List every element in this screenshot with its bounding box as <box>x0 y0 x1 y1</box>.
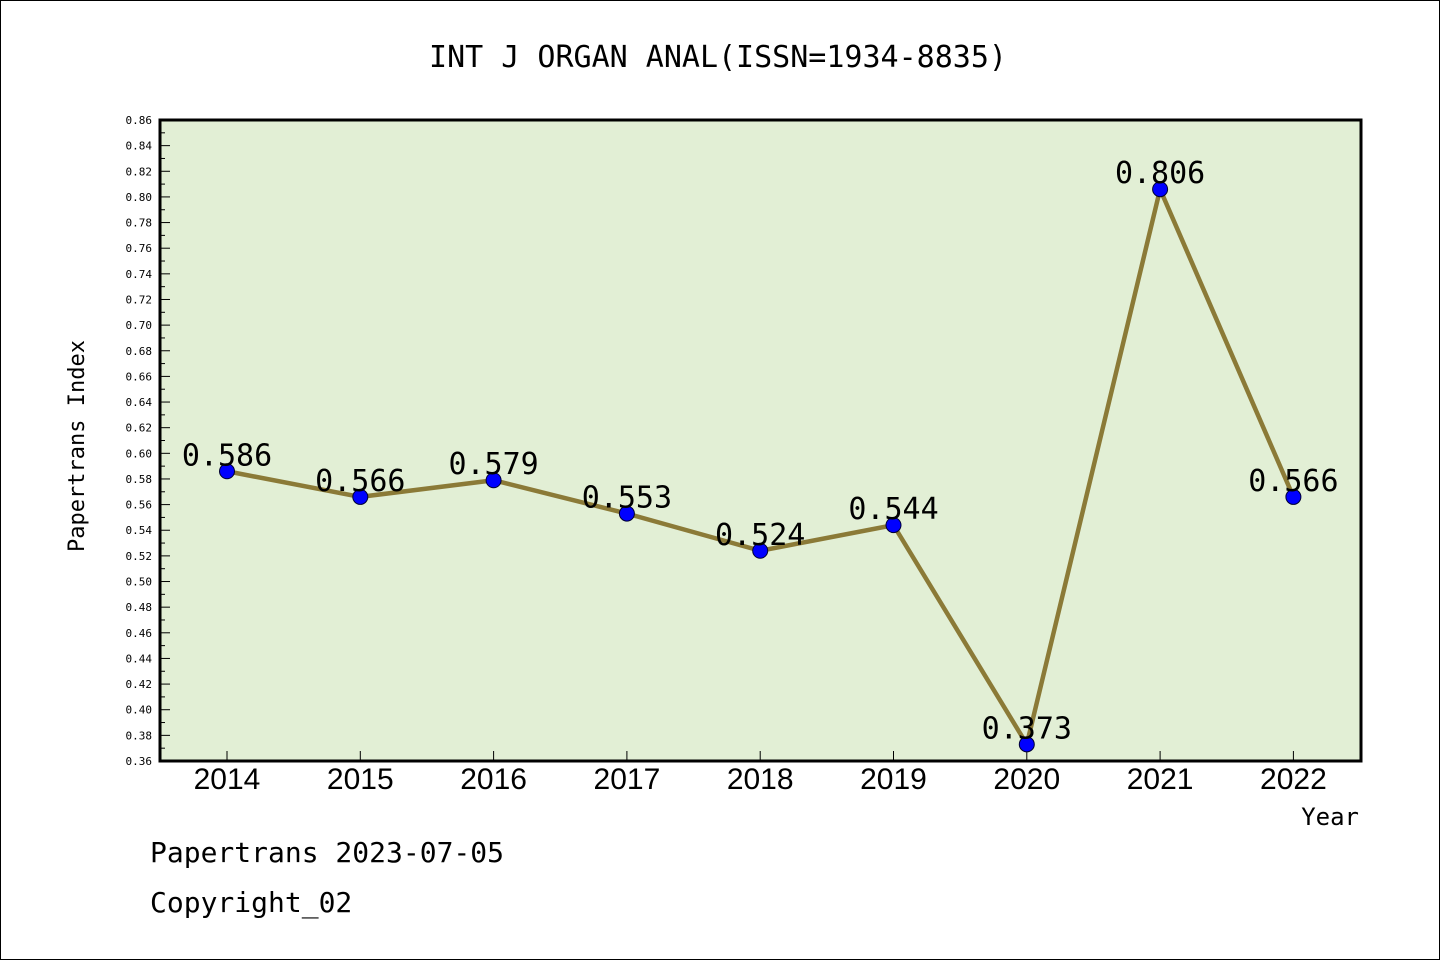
x-tick-label: 2020 <box>993 763 1060 796</box>
y-tick-label: 0.42 <box>126 678 153 691</box>
data-label: 0.586 <box>182 438 272 473</box>
x-tick-label: 2014 <box>194 763 261 796</box>
data-point-marker <box>885 517 902 534</box>
x-tick-label: 2021 <box>1127 763 1194 796</box>
data-label-group: 0.586 0.566 0.579 0.553 0.524 0.544 0.373 0.806… <box>182 156 1339 746</box>
y-tick-label: 0.84 <box>126 140 153 153</box>
data-label: 0.579 <box>448 447 538 482</box>
y-tick-label: 0.76 <box>126 242 153 255</box>
y-tick-label: 0.38 <box>126 729 153 742</box>
y-tick-label: 0.58 <box>126 473 153 486</box>
data-label: 0.566 <box>1248 464 1338 499</box>
data-point-marker <box>752 542 769 559</box>
y-tick-label: 0.82 <box>126 165 153 178</box>
y-axis-label: Papertrans Index <box>65 340 90 552</box>
data-label: 0.806 <box>1115 156 1205 191</box>
x-tick-label: 2017 <box>594 763 661 796</box>
data-label: 0.553 <box>582 481 672 516</box>
y-tick-label: 0.74 <box>126 268 153 281</box>
y-tick-label: 0.68 <box>126 345 153 358</box>
y-tick-label: 0.70 <box>126 319 153 332</box>
data-point-marker <box>352 488 369 505</box>
y-tick-label: 0.36 <box>126 755 153 768</box>
data-point-marker <box>1018 736 1035 753</box>
y-tick-label: 0.72 <box>126 293 153 306</box>
x-tick-label: 2015 <box>327 763 394 796</box>
y-tick-label: 0.54 <box>126 524 153 537</box>
y-tick-label: 0.86 <box>126 114 153 127</box>
y-tick-label: 0.48 <box>126 601 153 614</box>
data-point-marker <box>219 463 235 480</box>
y-tick-label: 0.56 <box>126 499 153 512</box>
x-tick-label: 2022 <box>1260 763 1327 796</box>
y-tick-label: 0.40 <box>126 704 153 717</box>
x-tick-label: 2019 <box>860 763 927 796</box>
x-axis-label: Year <box>1301 803 1359 831</box>
plot-area <box>158 118 1363 763</box>
data-label: 0.373 <box>982 711 1072 746</box>
chart-title: INT J ORGAN ANAL(ISSN=1934-8835) <box>429 40 1007 75</box>
data-label: 0.544 <box>848 492 938 527</box>
marker-group <box>219 181 1302 753</box>
y-tick-label: 0.50 <box>126 576 153 589</box>
data-label: 0.566 <box>315 464 405 499</box>
y-tick-label: 0.64 <box>126 396 153 409</box>
y-tick-label: 0.44 <box>126 652 153 665</box>
data-point-marker <box>1285 488 1302 505</box>
y-tick-label: 0.46 <box>126 627 153 640</box>
x-tick-label: 2018 <box>727 763 794 796</box>
y-tick-label: 0.52 <box>126 550 153 563</box>
y-tick-label: 0.62 <box>126 422 153 435</box>
y-tick-label: 0.66 <box>126 370 153 383</box>
y-axis: 0.36 0.38 0.40 0.42 0.44 0.46 0.48 0.50 0.52 0.54… <box>126 114 170 768</box>
data-point-marker <box>618 505 635 522</box>
data-label: 0.524 <box>715 518 805 553</box>
y-tick-label: 0.78 <box>126 217 153 230</box>
footer-copyright: Copyright_02 <box>150 886 353 919</box>
y-tick-label: 0.60 <box>126 447 153 460</box>
y-tick-label: 0.80 <box>126 191 153 204</box>
data-point-marker <box>1152 181 1169 198</box>
footer-date: Papertrans 2023-07-05 <box>150 836 505 869</box>
x-axis: 2014 2015 2016 2017 2018 2019 2020 2021 2022 <box>194 751 1327 796</box>
x-tick-label: 2016 <box>460 763 527 796</box>
data-point-marker <box>485 472 502 489</box>
